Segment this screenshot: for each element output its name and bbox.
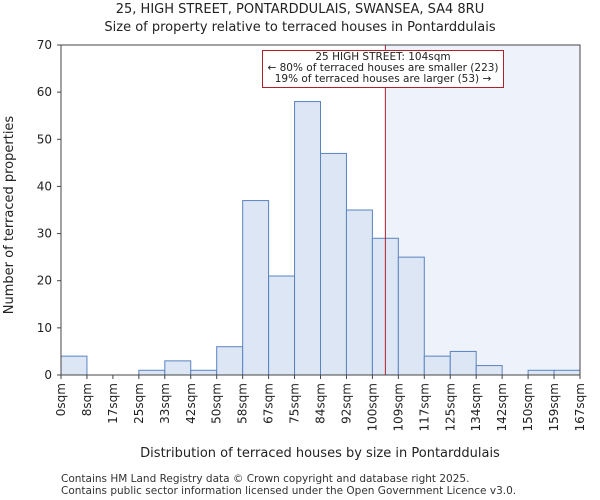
annotation-box: 25 HIGH STREET: 104sqm ← 80% of terraced…: [262, 50, 504, 88]
x-tick-label-33sqm: 33sqm: [158, 383, 172, 424]
chart-title: 25, HIGH STREET, PONTARDDULAIS, SWANSEA,…: [115, 2, 485, 17]
bar-92sqm: [345, 209, 373, 376]
chart-subtitle: Size of property relative to terraced ho…: [104, 20, 496, 35]
bar-25sqm: [138, 369, 166, 376]
bar-84sqm: [320, 152, 347, 376]
annotation-line-3: 19% of terraced houses are larger (53) →: [274, 73, 492, 85]
footer-licence: Contains public sector information licen…: [61, 485, 517, 497]
x-tick-label-58sqm: 58sqm: [236, 383, 250, 424]
x-tick-label-67sqm: 67sqm: [262, 383, 276, 424]
x-tick-label-134sqm: 134sqm: [469, 383, 483, 431]
bar-117sqm: [423, 355, 451, 376]
bar-42sqm: [190, 369, 218, 376]
x-tick-label-142sqm: 142sqm: [495, 383, 509, 431]
y-tick-label-0: 0: [44, 368, 52, 382]
x-tick-label-25sqm: 25sqm: [132, 383, 146, 424]
x-tick-label-109sqm: 109sqm: [391, 383, 405, 431]
y-tick-label-30: 30: [37, 227, 52, 241]
x-tick-label-50sqm: 50sqm: [210, 383, 224, 424]
x-tick-label-84sqm: 84sqm: [314, 383, 328, 424]
footer-copyright: Contains HM Land Registry data © Crown c…: [61, 473, 470, 485]
bar-0sqm: [60, 355, 88, 376]
bar-150sqm: [527, 369, 555, 376]
bar-33sqm: [164, 360, 192, 376]
y-tick-label-10: 10: [37, 321, 52, 335]
x-tick-label-17sqm: 17sqm: [106, 383, 120, 424]
bar-109sqm: [397, 256, 425, 376]
x-tick-label-167sqm: 167sqm: [573, 383, 587, 431]
bar-134sqm: [475, 365, 503, 376]
x-tick-label-75sqm: 75sqm: [288, 383, 302, 424]
bar-58sqm: [242, 200, 270, 376]
bar-125sqm: [449, 350, 477, 376]
y-tick-label-50: 50: [37, 132, 52, 146]
x-tick-label-8sqm: 8sqm: [80, 383, 94, 416]
bar-75sqm: [294, 101, 321, 376]
x-tick-label-92sqm: 92sqm: [339, 383, 353, 424]
annotation-line-2: ← 80% of terraced houses are smaller (22…: [267, 62, 499, 74]
x-tick-label-150sqm: 150sqm: [521, 383, 535, 431]
x-tick-label-117sqm: 117sqm: [417, 383, 431, 431]
x-axis-label: Distribution of terraced houses by size …: [140, 446, 500, 461]
bar-50sqm: [216, 346, 244, 376]
bar-67sqm: [268, 275, 296, 376]
y-tick-label-60: 60: [37, 85, 52, 99]
x-tick-label-100sqm: 100sqm: [365, 383, 379, 431]
y-tick-label-40: 40: [37, 179, 52, 193]
x-tick-label-159sqm: 159sqm: [547, 383, 561, 431]
y-axis-label: Number of terraced properties: [2, 116, 17, 315]
annotation-line-1: 25 HIGH STREET: 104sqm: [315, 51, 451, 63]
bar-159sqm: [553, 369, 581, 376]
x-tick-label-125sqm: 125sqm: [443, 383, 457, 431]
x-tick-label-0sqm: 0sqm: [54, 383, 68, 416]
y-tick-label-20: 20: [37, 274, 52, 288]
y-tick-label-70: 70: [37, 38, 52, 52]
x-tick-label-42sqm: 42sqm: [184, 383, 198, 424]
